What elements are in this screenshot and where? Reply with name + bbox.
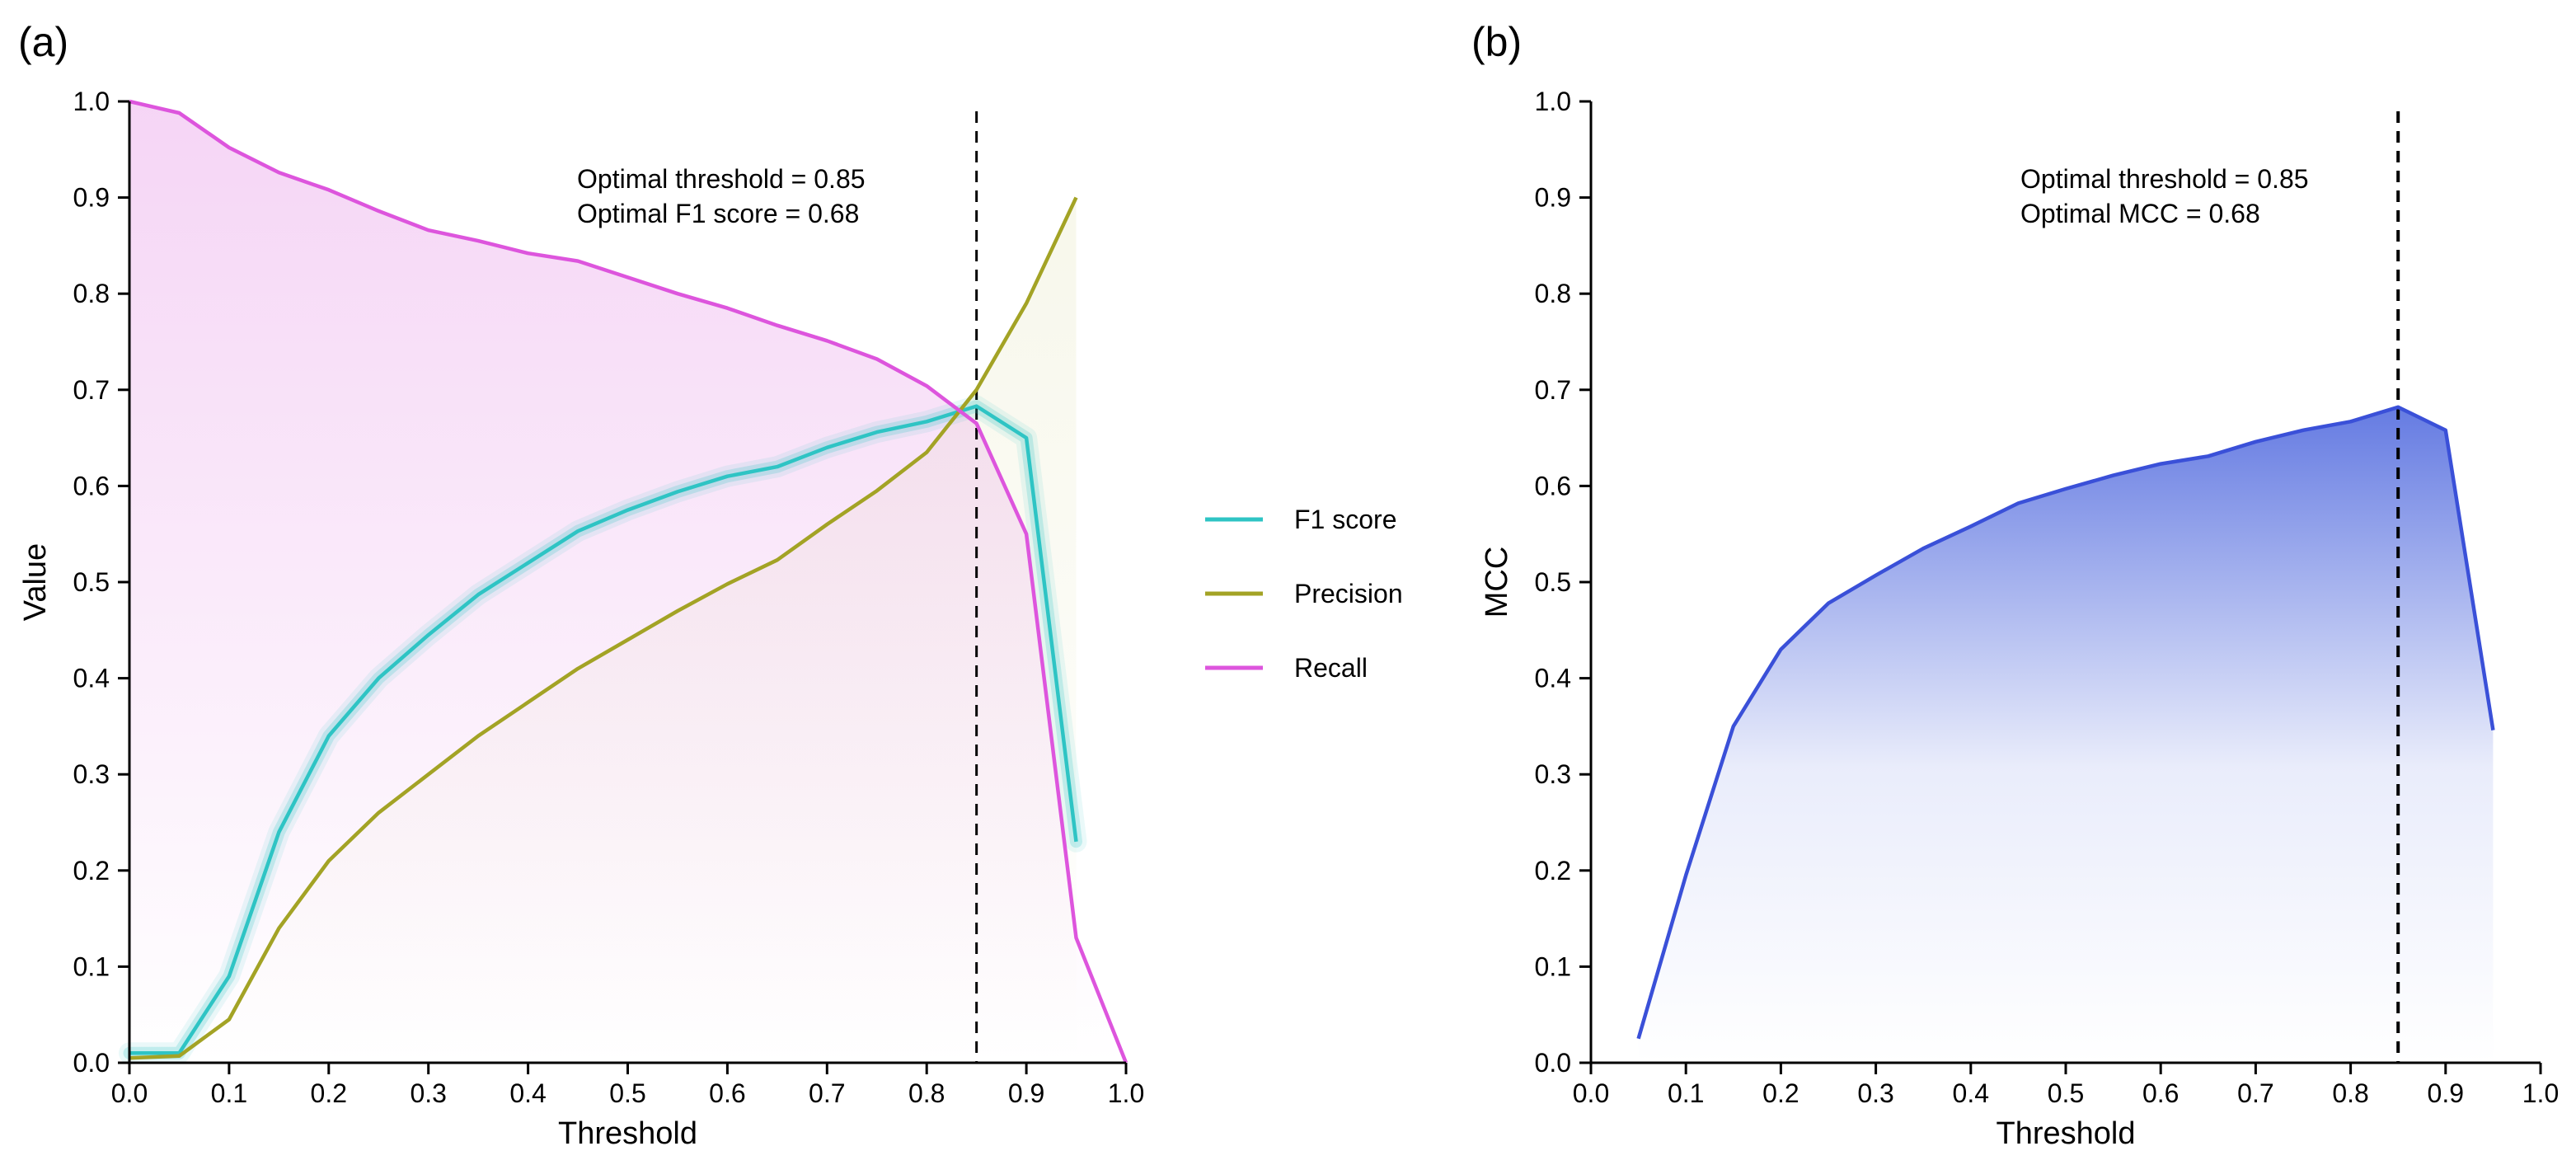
- x-tick-label: 0.2: [311, 1078, 347, 1108]
- y-tick-label: 0.1: [1535, 951, 1571, 981]
- panel-a-legend: F1 score Precision Recall: [1205, 505, 1403, 683]
- x-tick-label: 0.9: [2428, 1078, 2464, 1108]
- x-tick-label: 0.1: [1668, 1078, 1704, 1108]
- x-tick-label: 0.5: [2048, 1078, 2084, 1108]
- y-tick-label: 0.7: [73, 375, 110, 405]
- y-axis-title: MCC: [1480, 547, 1514, 618]
- x-tick-label: 0.2: [1762, 1078, 1799, 1108]
- line-f1-score: [129, 404, 1078, 1055]
- y-tick-label: 0.0: [1535, 1048, 1571, 1078]
- legend-label-precision: Precision: [1294, 579, 1403, 608]
- annotation-text: Optimal threshold = 0.85: [577, 164, 866, 194]
- panel-b-axes: 0.0 0.1 0.2 0.3 0.4 0.5 0.6 0.7 0.8 0.9 1.0 0.0 0.1 0…: [1480, 87, 2559, 1151]
- x-tick-label: 0.4: [509, 1078, 546, 1108]
- y-tick-label: 0.4: [1535, 664, 1571, 693]
- y-tick-label: 0.7: [1535, 375, 1571, 405]
- x-tick-label: 0.0: [111, 1078, 148, 1108]
- panel-a-letter: (a): [18, 19, 68, 65]
- line-precision: [129, 196, 1078, 1060]
- x-tick-label: 0.7: [2237, 1078, 2273, 1108]
- legend-label-f1-score: F1 score: [1294, 505, 1396, 534]
- x-axis-title: Threshold: [558, 1116, 697, 1151]
- panel-b-series-lines: [1636, 405, 2495, 1040]
- panel-a-series-lines: [119, 99, 1128, 1064]
- panel-b-area-fills: [1638, 406, 2494, 1063]
- x-tick-label: 0.6: [2142, 1078, 2179, 1108]
- y-tick-label: 0.6: [1535, 471, 1571, 500]
- x-tick-label: 0.6: [709, 1078, 745, 1108]
- line-series-0: [1636, 405, 2495, 1040]
- y-tick-label: 0.8: [73, 279, 110, 308]
- area-fill-series-0: [1638, 406, 2494, 1063]
- x-tick-label: 0.8: [908, 1078, 945, 1108]
- legend-label-recall: Recall: [1294, 653, 1368, 683]
- y-tick-label: 0.5: [73, 567, 110, 597]
- annotation-text: Optimal F1 score = 0.68: [577, 199, 859, 228]
- panel-b-letter: (b): [1471, 19, 1522, 65]
- x-tick-label: 0.4: [1953, 1078, 1989, 1108]
- y-tick-label: 0.3: [73, 759, 110, 789]
- y-tick-label: 0.5: [1535, 567, 1571, 597]
- x-tick-label: 1.0: [2522, 1078, 2559, 1108]
- panel-a-area-fills: [129, 101, 1126, 1064]
- y-tick-label: 0.9: [73, 183, 110, 213]
- annotation-text: Optimal threshold = 0.85: [2020, 164, 2309, 194]
- y-tick-label: 0.3: [1535, 759, 1571, 789]
- panel-a-chart: 0.0 0.1 0.2 0.3 0.4 0.5 0.6 0.7 0.8 0.9 1.0 0.0 0.1 0…: [18, 87, 1403, 1151]
- y-tick-label: 0.8: [1535, 279, 1571, 308]
- y-axis-title: Value: [18, 543, 53, 621]
- y-tick-label: 0.2: [73, 856, 110, 885]
- x-tick-label: 0.3: [410, 1078, 446, 1108]
- panel-a-annotations: Optimal threshold = 0.85 Optimal F1 score…: [577, 164, 866, 228]
- y-tick-label: 0.6: [73, 471, 110, 500]
- x-tick-label: 0.7: [809, 1078, 845, 1108]
- x-tick-label: 1.0: [1108, 1078, 1144, 1108]
- y-tick-label: 1.0: [73, 87, 110, 116]
- y-tick-label: 1.0: [1535, 87, 1571, 116]
- area-fill-recall: [129, 101, 1126, 1063]
- x-tick-label: 0.9: [1008, 1078, 1044, 1108]
- annotation-text: Optimal MCC = 0.68: [2020, 199, 2260, 228]
- line-recall: [129, 99, 1128, 1064]
- panel-b-chart: 0.0 0.1 0.2 0.3 0.4 0.5 0.6 0.7 0.8 0.9 1.0 0.0 0.1 0…: [1480, 87, 2559, 1151]
- y-tick-label: 0.1: [73, 951, 110, 981]
- x-tick-label: 0.3: [1857, 1078, 1893, 1108]
- x-tick-label: 0.8: [2332, 1078, 2368, 1108]
- x-tick-label: 0.1: [211, 1078, 247, 1108]
- x-axis-title: Threshold: [1997, 1116, 2136, 1151]
- y-tick-label: 0.4: [73, 664, 110, 693]
- y-tick-label: 0.0: [73, 1048, 110, 1078]
- x-tick-label: 0.5: [609, 1078, 645, 1108]
- y-tick-label: 0.2: [1535, 856, 1571, 885]
- y-tick-label: 0.9: [1535, 183, 1571, 213]
- panel-a-axes: 0.0 0.1 0.2 0.3 0.4 0.5 0.6 0.7 0.8 0.9 1.0 0.0 0.1 0…: [18, 87, 1144, 1151]
- x-tick-label: 0.0: [1573, 1078, 1609, 1108]
- panel-b-annotations: Optimal threshold = 0.85 Optimal MCC = 0.…: [2020, 164, 2309, 228]
